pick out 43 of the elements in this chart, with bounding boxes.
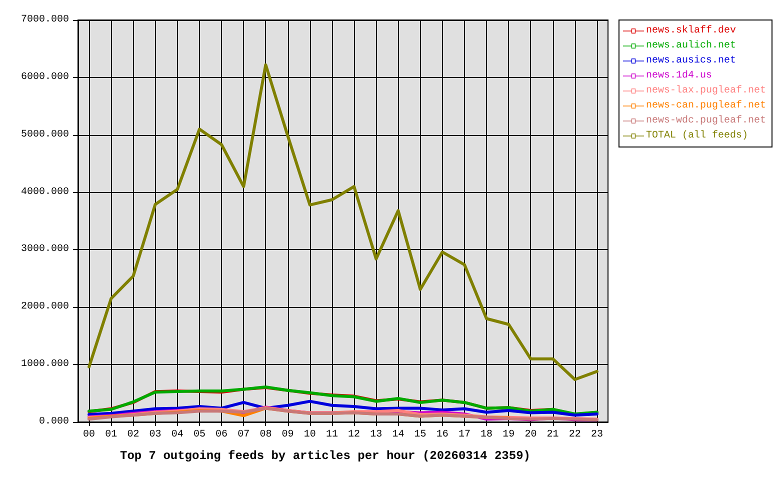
y-tick-label: 0.000 xyxy=(38,416,69,428)
x-tick-label: 00 xyxy=(83,430,96,440)
legend-label: news-can.pugleaf.net xyxy=(646,100,766,112)
x-tick-label: 15 xyxy=(414,430,426,440)
x-tick-label: 06 xyxy=(216,430,228,440)
legend-label: news.aulich.net xyxy=(646,40,736,52)
legend-label: news.ausics.net xyxy=(646,54,736,66)
x-tick-label: 01 xyxy=(105,430,118,440)
y-tick-label: 5000.000 xyxy=(20,129,69,140)
x-tick-label: 21 xyxy=(546,430,559,440)
legend-label: news-wdc.pugleaf.net xyxy=(646,114,766,126)
legend-label: news-lax.pugleaf.net xyxy=(646,84,766,96)
y-tick-label: 6000.000 xyxy=(20,72,69,83)
x-tick-label: 12 xyxy=(348,430,360,440)
x-tick-label: 02 xyxy=(127,430,140,440)
x-tick-label: 23 xyxy=(590,430,603,440)
x-tick-label: 18 xyxy=(480,430,493,440)
y-tick-label: 2000.000 xyxy=(20,302,69,313)
x-tick-label: 08 xyxy=(260,430,272,440)
y-tick-label: 1000.000 xyxy=(20,359,69,370)
text: Top 7 outgoing feeds by articles per hour (20260314 2359) xyxy=(120,449,530,463)
y-tick-label: 7000.000 xyxy=(20,14,69,26)
x-tick-label: 20 xyxy=(524,430,537,440)
x-tick-label: 17 xyxy=(458,430,470,440)
line-series xyxy=(88,63,598,382)
line-series xyxy=(88,400,598,417)
x-tick-label: 07 xyxy=(238,430,250,440)
x-tick-label: 22 xyxy=(568,430,581,440)
y-tick-label: 4000.000 xyxy=(20,186,69,198)
x-tick-label: 05 xyxy=(193,430,206,440)
legend-label: TOTAL (all feeds) xyxy=(646,130,748,142)
x-tick-label: 14 xyxy=(392,430,404,440)
x-tick-label: 09 xyxy=(282,430,294,440)
x-tick-label: 16 xyxy=(436,430,448,440)
legend-label: news.sklaff.dev xyxy=(646,24,736,36)
legend-label: news.1d4.us xyxy=(646,70,712,82)
x-tick-label: 19 xyxy=(502,430,515,440)
y-tick-label: 3000.000 xyxy=(20,244,69,256)
x-tick-label: 13 xyxy=(370,430,382,440)
x-tick-label: 04 xyxy=(171,430,184,440)
x-tick-label: 11 xyxy=(326,430,338,440)
x-tick-label: 03 xyxy=(149,430,162,440)
x-tick-label: 10 xyxy=(304,430,316,440)
